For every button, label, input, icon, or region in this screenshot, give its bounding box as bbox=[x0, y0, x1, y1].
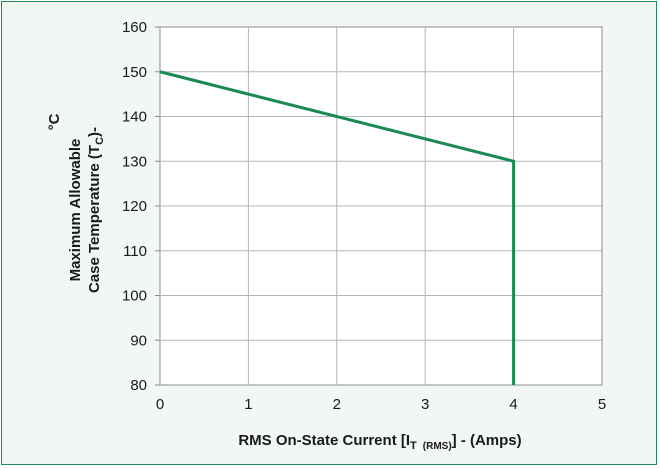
x-tick-label: 3 bbox=[421, 396, 429, 413]
x-axis-title: RMS On-State Current [IT (RMS)] - (Amps) bbox=[238, 432, 521, 452]
series-layer bbox=[159, 70, 516, 385]
y-axis-title-line1: Maximum Allowable bbox=[67, 139, 84, 282]
x-tick-label: 0 bbox=[156, 396, 164, 413]
y-axis-unit: °C bbox=[46, 113, 63, 130]
y-axis-title-line2: Case Temperature (TC)- bbox=[86, 127, 106, 293]
x-tick-label: 1 bbox=[244, 396, 252, 413]
y-tick-labels: 80 90 100 110 120 130 140 150 160 bbox=[122, 19, 160, 394]
y-tick-label: 100 bbox=[122, 288, 147, 305]
x-tick-label: 4 bbox=[509, 396, 517, 413]
x-tick-label: 5 bbox=[598, 396, 606, 413]
y-tick-label: 110 bbox=[123, 243, 147, 260]
y-tick-label: 150 bbox=[122, 64, 147, 81]
y-axis-unit-label: °C bbox=[46, 113, 63, 130]
y-tick-label: 120 bbox=[122, 198, 147, 215]
x-tick-label: 2 bbox=[333, 396, 341, 413]
y-tick-label: 160 bbox=[122, 19, 147, 36]
y-axis-title: Maximum Allowable Case Temperature (TC)- bbox=[67, 127, 106, 293]
series-line bbox=[159, 70, 516, 385]
x-tick-labels: 0 1 2 3 4 5 bbox=[156, 396, 606, 413]
y-tick-label: 130 bbox=[122, 153, 147, 170]
y-tick-label: 140 bbox=[122, 109, 147, 126]
y-tick-label: 80 bbox=[130, 377, 147, 394]
y-tick-label: 90 bbox=[130, 332, 147, 349]
